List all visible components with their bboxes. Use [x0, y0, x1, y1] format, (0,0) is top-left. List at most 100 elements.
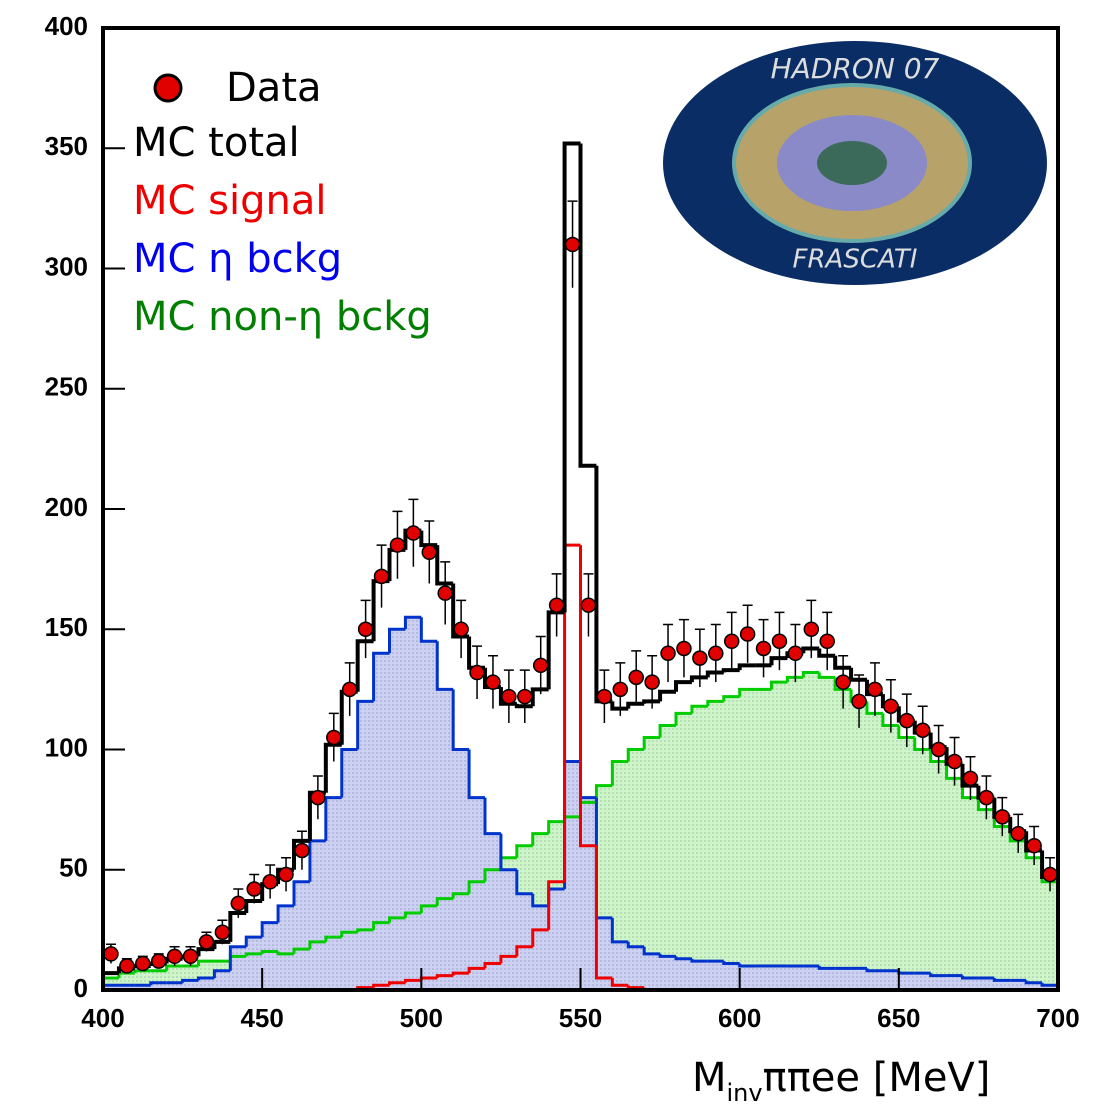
data-point	[692, 650, 708, 666]
histogram-step	[610, 977, 629, 987]
y-tick-label: 150	[45, 612, 88, 642]
histogram-step	[149, 981, 167, 986]
histogram-step	[483, 797, 501, 836]
histogram-step	[514, 703, 533, 709]
histogram-step	[181, 978, 199, 983]
histogram-step	[531, 893, 549, 908]
histogram-step	[626, 748, 645, 762]
bin-texture	[485, 833, 501, 990]
bin-texture	[803, 965, 820, 990]
bin-texture	[373, 653, 390, 990]
histogram-step	[530, 687, 549, 707]
legend-entry: MC signal	[133, 178, 326, 224]
data-point	[405, 525, 422, 541]
bin-texture	[564, 761, 581, 990]
data-point	[1042, 866, 1058, 883]
data-point	[103, 946, 119, 962]
bin-texture	[437, 689, 454, 990]
histogram-step	[499, 954, 517, 964]
fills	[103, 617, 1058, 990]
logo: HADRON 07 FRASCATI	[663, 41, 1047, 285]
histogram-step	[722, 695, 740, 702]
data-point	[803, 621, 820, 637]
histogram-step	[244, 952, 263, 957]
data-point	[962, 770, 979, 787]
histogram-step	[578, 143, 597, 468]
bin-texture	[739, 965, 756, 990]
histogram-step	[467, 966, 485, 974]
histogram-step	[388, 916, 406, 923]
histogram-step	[690, 704, 708, 714]
bin-texture	[835, 968, 852, 990]
bin-texture	[389, 629, 406, 990]
histogram-step	[435, 545, 454, 586]
bin-texture	[214, 970, 231, 990]
bin-texture	[787, 965, 804, 990]
bin-texture	[166, 982, 183, 990]
bin-texture	[867, 713, 883, 990]
data-point	[708, 645, 724, 662]
data-point	[978, 789, 995, 806]
data-point	[501, 688, 517, 705]
histogram-step	[626, 941, 645, 949]
y-tick-label: 200	[45, 492, 88, 522]
bin-texture	[357, 701, 374, 990]
histogram-step	[292, 880, 310, 906]
bin-texture	[691, 706, 708, 990]
logo-rose	[817, 141, 887, 185]
histogram-step	[451, 892, 470, 899]
bin-texture	[294, 881, 310, 990]
histogram-step	[228, 945, 247, 971]
histogram-step	[451, 689, 470, 751]
x-tick-label: 450	[240, 1003, 283, 1033]
histogram-step	[483, 962, 501, 969]
bin-texture	[676, 713, 692, 990]
histogram-step	[212, 939, 231, 950]
histogram-step	[976, 797, 995, 812]
histogram-step	[1024, 980, 1043, 985]
histogram-step	[515, 945, 533, 957]
histogram-step	[881, 713, 899, 727]
bin-texture	[994, 826, 1011, 990]
data-point	[723, 633, 740, 650]
histogram-step	[594, 784, 613, 803]
bin-texture	[660, 956, 676, 990]
bin-texture	[596, 917, 613, 990]
histogram-step	[961, 975, 979, 980]
bin-texture	[628, 946, 645, 990]
histogram-step	[451, 971, 470, 976]
data-point	[230, 895, 247, 912]
histogram-step	[372, 651, 390, 702]
bin-texture	[230, 946, 247, 990]
bin-texture	[134, 985, 151, 990]
histogram-step	[276, 951, 294, 956]
histogram-step	[260, 950, 279, 954]
bin-texture	[723, 696, 740, 990]
histogram-step	[483, 868, 501, 882]
histogram-step	[499, 833, 517, 872]
bin-texture	[103, 985, 119, 990]
y-tick-label: 300	[45, 251, 88, 281]
bin-texture	[453, 749, 470, 990]
histogram-step	[388, 981, 406, 986]
data-point	[341, 681, 358, 698]
histogram-step	[212, 969, 231, 978]
data-point	[166, 948, 183, 965]
bin-texture	[612, 761, 629, 990]
histogram-step	[403, 978, 422, 983]
x-tick-label: 650	[877, 1003, 920, 1033]
bin-texture	[278, 905, 294, 990]
histogram-step	[562, 141, 581, 613]
bin-texture	[1010, 840, 1027, 990]
histogram-step	[817, 648, 836, 658]
bin-texture	[421, 641, 438, 990]
bin-texture	[771, 682, 788, 990]
bin-texture	[262, 922, 279, 990]
data-point	[994, 809, 1011, 825]
bin-texture	[898, 973, 915, 990]
bin-texture	[532, 905, 549, 990]
x-axis-label: inv	[727, 1079, 763, 1107]
histogram-step	[865, 701, 883, 715]
bin-texture	[914, 973, 931, 990]
